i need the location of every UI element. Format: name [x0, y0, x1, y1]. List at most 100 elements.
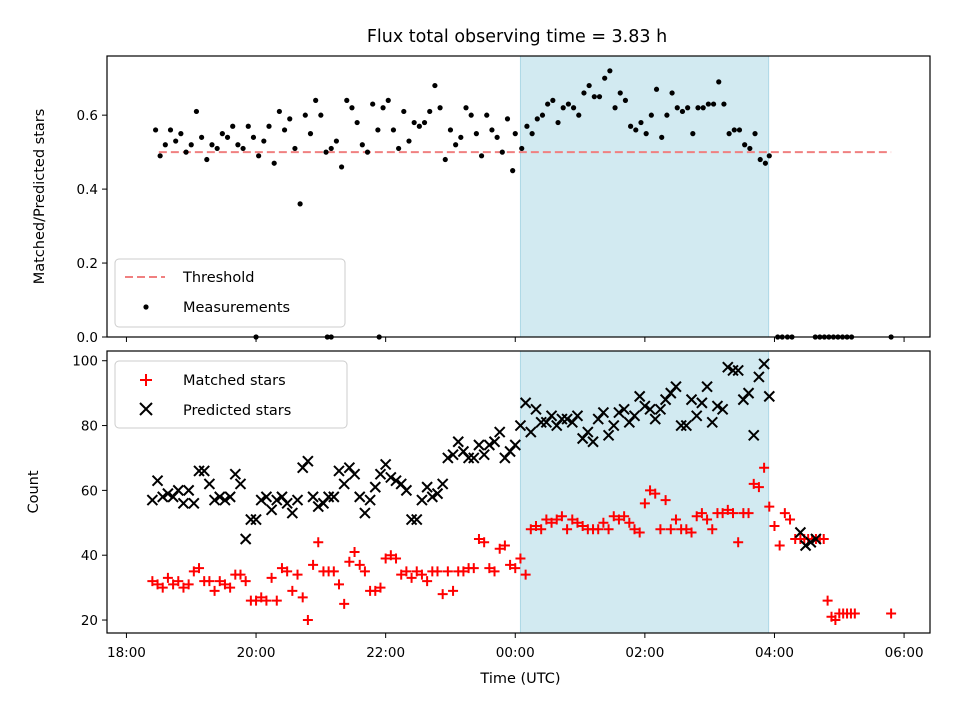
data-point	[546, 517, 557, 528]
data-point	[168, 579, 179, 590]
chart-title: Flux total observing time = 3.83 h	[367, 27, 667, 47]
data-point	[643, 131, 649, 137]
data-point	[380, 553, 391, 564]
bottom-panel: 20 40 60 80 100 18:00 20:00 22:00 00:00 02:00 04:0…	[26, 350, 931, 687]
data-point	[608, 511, 619, 522]
data-point	[291, 494, 304, 506]
data-point	[766, 153, 772, 159]
data-point	[478, 153, 485, 159]
data-point	[618, 403, 630, 416]
data-point	[354, 491, 366, 503]
data-point	[193, 108, 200, 115]
data-point	[669, 90, 675, 96]
data-point	[524, 123, 530, 129]
data-point	[488, 436, 501, 448]
y-tick-label: 0.2	[77, 256, 98, 272]
data-point	[726, 131, 732, 137]
y-tick-label: 100	[72, 354, 98, 370]
data-point	[691, 511, 702, 522]
data-point	[375, 127, 381, 133]
data-point	[685, 393, 698, 406]
data-point	[151, 474, 164, 487]
data-point	[426, 491, 439, 503]
data-point	[224, 134, 231, 140]
data-point	[510, 563, 521, 574]
data-point	[743, 508, 754, 519]
data-point	[545, 101, 551, 107]
data-point	[370, 585, 381, 596]
data-point	[297, 201, 303, 207]
y-tick-label: 0.0	[77, 330, 98, 346]
data-point	[333, 579, 344, 590]
data-point	[251, 595, 262, 606]
data-point	[473, 439, 485, 451]
legend-predicted-label: Predicted stars	[183, 403, 291, 419]
data-point	[555, 119, 561, 126]
data-point	[696, 397, 708, 409]
data-point	[629, 524, 640, 535]
data-point	[680, 419, 693, 432]
data-point	[681, 524, 692, 535]
data-point	[281, 127, 288, 133]
data-point	[593, 524, 604, 535]
data-point	[779, 508, 790, 519]
data-point	[509, 439, 521, 451]
data-point	[147, 576, 158, 587]
data-point	[675, 419, 687, 432]
data-point	[504, 116, 511, 122]
data-point	[759, 462, 770, 473]
data-point	[390, 474, 402, 487]
data-point	[323, 149, 329, 155]
data-point	[302, 112, 308, 118]
data-point	[602, 75, 608, 81]
y-tick-label: 60	[81, 483, 98, 499]
data-point	[572, 517, 583, 528]
data-point	[453, 142, 459, 148]
data-point	[550, 97, 556, 103]
data-point	[261, 595, 272, 606]
data-point	[338, 478, 350, 490]
data-point	[468, 112, 474, 118]
data-point	[328, 566, 339, 577]
data-point	[224, 491, 236, 503]
data-point	[473, 534, 484, 544]
data-point	[685, 105, 691, 111]
data-point	[256, 592, 267, 603]
data-point	[567, 514, 578, 525]
y-axis-label: Matched/Predicted stars	[32, 109, 48, 285]
data-point	[312, 500, 324, 513]
data-point	[628, 123, 634, 129]
legend-predicted-marker	[139, 402, 153, 416]
data-point	[530, 403, 542, 416]
data-point	[374, 468, 387, 480]
data-point	[607, 68, 613, 74]
data-point	[695, 105, 701, 111]
data-point	[830, 615, 841, 626]
data-point	[391, 553, 402, 564]
data-point	[276, 563, 287, 574]
data-point	[188, 566, 199, 577]
data-point	[385, 471, 397, 484]
data-point	[153, 127, 159, 133]
data-point	[849, 608, 860, 619]
data-point	[598, 517, 609, 528]
data-point	[705, 101, 711, 107]
data-point	[758, 358, 770, 370]
data-point	[515, 553, 526, 564]
data-point	[173, 138, 179, 144]
data-point	[411, 566, 422, 577]
data-point	[484, 112, 490, 118]
data-point	[484, 563, 495, 574]
data-point	[396, 569, 407, 580]
data-point	[530, 521, 541, 532]
x-tick-label: 22:00	[366, 645, 405, 661]
data-point	[318, 112, 324, 118]
data-point	[364, 149, 371, 155]
data-point	[281, 497, 293, 510]
series-matched-stars	[147, 462, 897, 626]
data-point	[287, 116, 293, 122]
data-point	[229, 468, 242, 480]
data-point	[639, 400, 651, 412]
data-point	[359, 142, 365, 148]
